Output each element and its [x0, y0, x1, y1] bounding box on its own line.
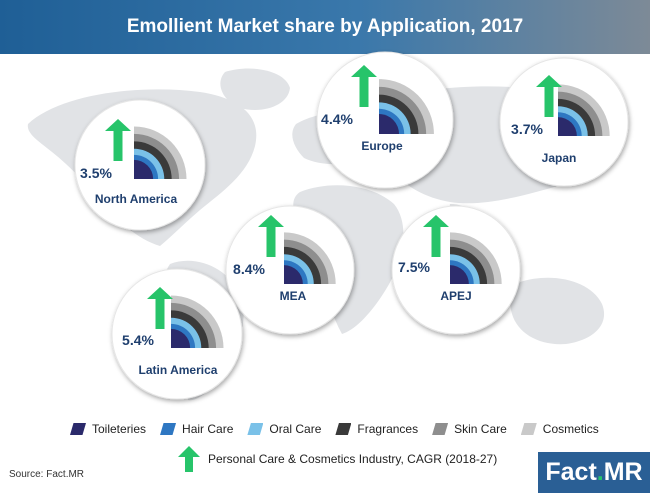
- cagr-arrow-icon-japan: [536, 75, 562, 117]
- cagr-value-north-america: 3.5%: [80, 165, 112, 181]
- legend-item-skin-care: Skin Care: [432, 422, 507, 436]
- up-arrow-icon: [178, 446, 200, 472]
- legend-item-toileteries: Toileteries: [70, 422, 146, 436]
- region-label-mea: MEA: [280, 289, 307, 303]
- legend-label: Hair Care: [182, 422, 234, 436]
- region-label-japan: Japan: [542, 151, 577, 165]
- cagr-value-mea: 8.4%: [233, 261, 265, 277]
- title-banner: [0, 0, 650, 54]
- legend-swatch-oral-care: [247, 423, 264, 435]
- legend-swatch-skin-care: [432, 423, 449, 435]
- cagr-arrow-icon-latin-america: [147, 287, 173, 329]
- chart-title: Emollient Market share by Application, 2…: [126, 16, 524, 37]
- source-note: Source: Fact.MR: [9, 469, 85, 480]
- legend-item-oral-care: Oral Care: [247, 422, 321, 436]
- factmr-logo: Fact.MR: [538, 452, 650, 493]
- legend-label: Fragrances: [357, 422, 419, 436]
- cagr-value-japan: 3.7%: [511, 121, 543, 137]
- cagr-arrow-icon-europe: [351, 65, 377, 107]
- pie-slice-toileteries-latin-america: [171, 328, 191, 348]
- region-bubble-north-america: 3.5% North America: [74, 99, 206, 231]
- legend-label: Toileteries: [92, 422, 147, 436]
- legend-item-fragrances: Fragrances: [335, 422, 418, 436]
- cagr-legend: Personal Care & Cosmetics Industry, CAGR…: [178, 446, 497, 472]
- region-bubble-europe: 4.4% Europe: [316, 51, 454, 189]
- cagr-value-europe: 4.4%: [321, 111, 353, 127]
- legend-label: Oral Care: [269, 422, 322, 436]
- pie-slice-toileteries-mea: [284, 265, 303, 284]
- legend-swatch-toileteries: [70, 423, 86, 435]
- cagr-value-apej: 7.5%: [398, 259, 430, 275]
- segment-legend: Toileteries Hair Care Oral Care Fragranc…: [70, 418, 613, 440]
- legend-item-cosmetics: Cosmetics: [520, 422, 599, 436]
- pie-slice-toileteries-north-america: [134, 159, 154, 179]
- legend-label: Cosmetics: [542, 422, 599, 436]
- legend-swatch-fragrances: [335, 423, 352, 435]
- map-australia: [510, 277, 605, 345]
- logo-text: Fact: [545, 458, 597, 486]
- region-label-latin-america: Latin America: [139, 363, 218, 377]
- region-bubble-latin-america: 5.4% Latin America: [111, 268, 243, 400]
- region-label-apej: APEJ: [440, 289, 471, 303]
- cagr-arrow-icon-apej: [423, 215, 449, 257]
- region-label-europe: Europe: [361, 139, 403, 153]
- pie-slice-toileteries-apej: [450, 265, 469, 284]
- region-bubble-mea: 8.4% MEA: [225, 205, 355, 335]
- region-bubble-apej: 7.5% APEJ: [391, 205, 521, 335]
- cagr-legend-label: Personal Care & Cosmetics Industry, CAGR…: [208, 452, 498, 466]
- region-label-north-america: North America: [95, 192, 178, 206]
- legend-label: Skin Care: [454, 422, 507, 436]
- region-bubble-japan: 3.7% Japan: [499, 57, 629, 187]
- cagr-value-latin-america: 5.4%: [122, 332, 154, 348]
- legend-swatch-cosmetics: [520, 423, 537, 435]
- pie-slice-toileteries-japan: [558, 117, 577, 136]
- cagr-arrow-icon-mea: [258, 215, 284, 257]
- cagr-arrow-icon-north-america: [105, 119, 131, 161]
- logo-suffix: MR: [603, 458, 643, 486]
- pie-slice-toileteries-europe: [379, 113, 400, 134]
- legend-swatch-hair-care: [160, 423, 177, 435]
- legend-item-hair-care: Hair Care: [160, 422, 233, 436]
- map-greenland: [220, 68, 290, 110]
- logo-dot: .: [596, 458, 604, 486]
